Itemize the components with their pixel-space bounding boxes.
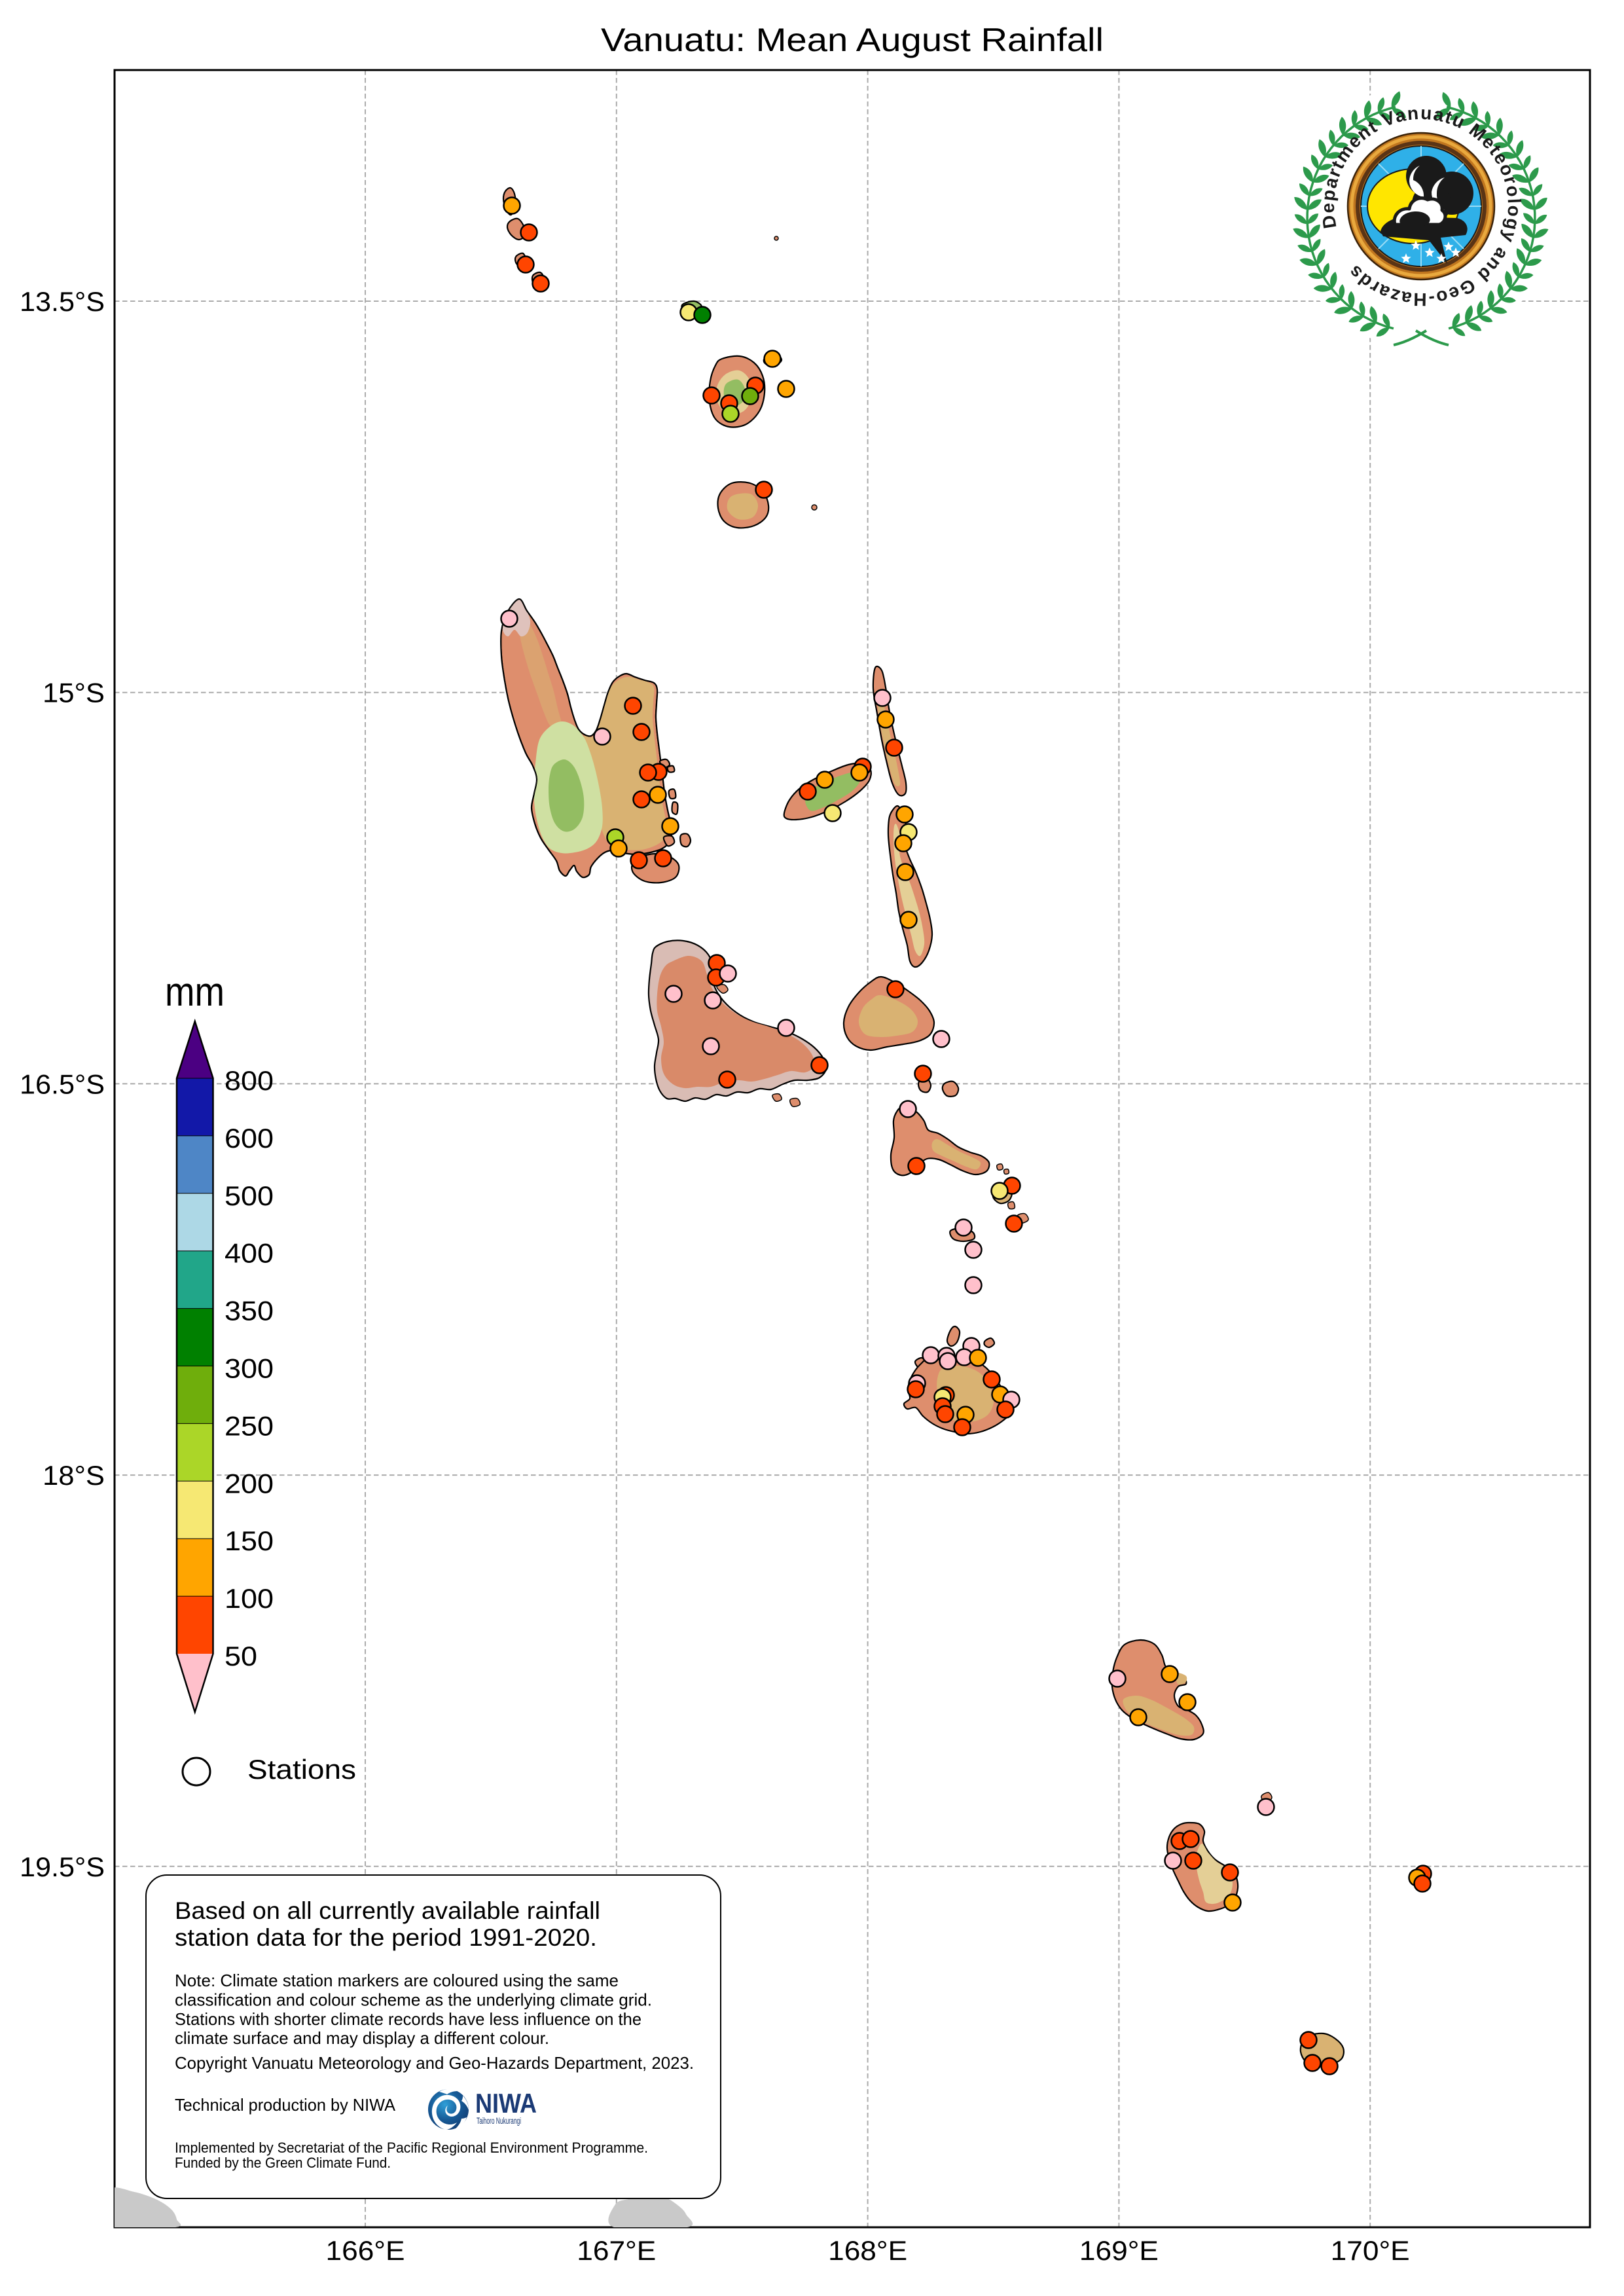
- svg-text:Copyright Vanuatu Meteorology: Copyright Vanuatu Meteorology and Geo-Ha…: [175, 2053, 694, 2073]
- svg-text:climate surface and may displa: climate surface and may display a differ…: [175, 2028, 549, 2048]
- svg-text:Stations: Stations: [247, 1754, 356, 1785]
- svg-text:16.5°S: 16.5°S: [20, 1068, 105, 1099]
- svg-text:station data for the period 19: station data for the period 1991-2020.: [175, 1924, 597, 1951]
- svg-text:200: 200: [225, 1468, 274, 1499]
- svg-text:mm: mm: [165, 970, 225, 1015]
- svg-text:169°E: 169°E: [1079, 2235, 1159, 2266]
- svg-text:168°E: 168°E: [828, 2235, 907, 2266]
- svg-text:13.5°S: 13.5°S: [20, 286, 105, 317]
- svg-text:18°S: 18°S: [43, 1460, 105, 1491]
- svg-text:50: 50: [225, 1641, 257, 1671]
- svg-text:NIWA: NIWA: [475, 2088, 537, 2119]
- svg-text:350: 350: [225, 1296, 274, 1326]
- svg-text:Taihoro Nukurangi: Taihoro Nukurangi: [477, 2116, 521, 2126]
- svg-text:170°E: 170°E: [1331, 2235, 1410, 2266]
- svg-text:19.5°S: 19.5°S: [20, 1851, 105, 1882]
- svg-text:Note: Climate station markers: Note: Climate station markers are colour…: [175, 1971, 619, 1990]
- svg-text:800: 800: [225, 1065, 274, 1096]
- svg-text:600: 600: [225, 1123, 274, 1154]
- svg-text:classification and colour sche: classification and colour scheme as the …: [175, 1990, 652, 2009]
- svg-text:Stations with shorter climate: Stations with shorter climate records ha…: [175, 2009, 641, 2029]
- svg-text:167°E: 167°E: [577, 2235, 656, 2266]
- svg-text:Implemented by Secretariat of: Implemented by Secretariat of the Pacifi…: [175, 2140, 648, 2156]
- svg-text:15°S: 15°S: [43, 678, 105, 708]
- svg-text:166°E: 166°E: [326, 2235, 405, 2266]
- svg-text:500: 500: [225, 1180, 274, 1211]
- svg-text:300: 300: [225, 1353, 274, 1384]
- svg-text:Funded by the Green Climate Fu: Funded by the Green Climate Fund.: [175, 2155, 391, 2171]
- svg-text:150: 150: [225, 1525, 274, 1556]
- svg-text:400: 400: [225, 1238, 274, 1269]
- svg-text:Technical production by NIWA: Technical production by NIWA: [175, 2095, 396, 2115]
- svg-text:250: 250: [225, 1410, 274, 1441]
- svg-text:Based on all currently availab: Based on all currently available rainfal…: [175, 1897, 600, 1924]
- svg-text:Vanuatu: Mean August Rainfall: Vanuatu: Mean August Rainfall: [601, 22, 1104, 58]
- svg-text:100: 100: [225, 1583, 274, 1614]
